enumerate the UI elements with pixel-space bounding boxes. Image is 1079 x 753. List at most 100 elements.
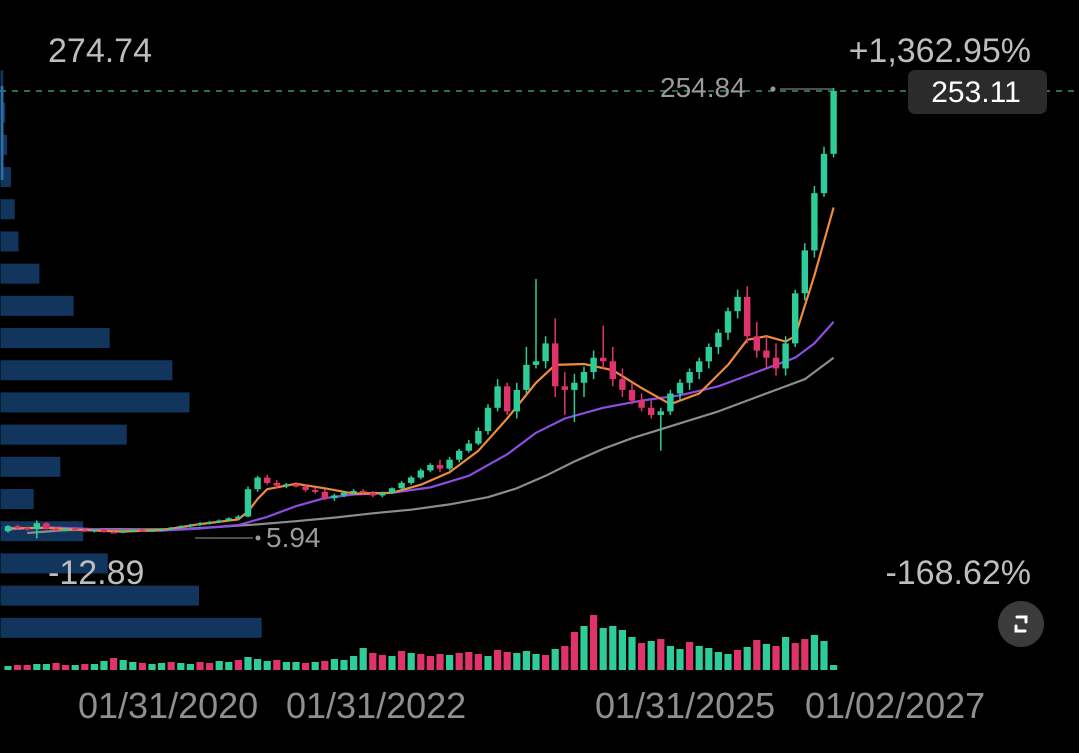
candle-down <box>504 382 511 415</box>
candle-down <box>619 368 626 398</box>
candle-up <box>33 520 40 539</box>
candle-body <box>417 470 424 478</box>
candle-body <box>350 490 357 493</box>
candle-down <box>81 528 88 533</box>
candle-up <box>398 481 405 491</box>
volume-profile-bar <box>0 423 128 446</box>
candle-down <box>763 336 770 369</box>
candle-body <box>580 372 588 383</box>
candle-body <box>552 343 559 387</box>
candle-down <box>43 522 50 530</box>
volume-bar <box>474 654 482 670</box>
volume-bar <box>484 656 492 670</box>
candle-body <box>312 490 319 492</box>
volume-bar <box>446 655 454 670</box>
volume-bar <box>119 660 127 670</box>
volume-bar <box>599 628 607 670</box>
candle-body <box>187 524 194 527</box>
last-price-badge: 253.11 <box>908 70 1047 114</box>
candle-body <box>388 488 396 493</box>
candle-body <box>494 386 501 408</box>
candle-down <box>100 528 108 533</box>
volume-bar <box>52 663 60 670</box>
candle-up <box>676 379 684 401</box>
volume-bar <box>647 641 655 670</box>
candle-up <box>379 491 386 498</box>
candle-body <box>139 530 146 532</box>
candle-body <box>590 357 597 373</box>
volume-bar <box>638 643 646 670</box>
candle-body <box>523 364 530 390</box>
last-price-value: 253.11 <box>931 76 1021 109</box>
volume-bars <box>4 615 838 670</box>
candle-body <box>177 526 184 528</box>
volume-bar <box>503 652 511 670</box>
candle-body <box>427 465 434 471</box>
candle-body <box>532 361 540 365</box>
volume-bar <box>196 662 204 670</box>
volume-bar <box>186 664 194 670</box>
volume-bar <box>311 662 319 670</box>
candle-up <box>571 373 578 423</box>
volume-profile-bar <box>0 327 111 350</box>
candle-body <box>120 531 127 533</box>
candle-body <box>676 382 684 394</box>
candle-body <box>571 382 578 390</box>
candle-body <box>398 482 405 489</box>
candle-body <box>340 492 348 496</box>
expand-button[interactable] <box>998 601 1044 647</box>
candle-up <box>446 456 453 471</box>
candle-up <box>734 289 741 319</box>
volume-bar <box>244 657 252 670</box>
candle-down <box>292 482 300 488</box>
volume-bar <box>666 646 674 670</box>
candle-up <box>350 489 357 495</box>
volume-bar <box>14 665 22 670</box>
candle-up <box>177 525 184 529</box>
candle-up <box>830 87 837 158</box>
candle-body <box>331 495 338 499</box>
candle-body <box>715 332 722 347</box>
candle-down <box>648 400 655 419</box>
candle-body <box>792 293 799 344</box>
candle-body <box>206 522 213 524</box>
candle-body <box>216 520 223 523</box>
volume-bar <box>407 653 415 670</box>
volume-bar <box>590 615 598 670</box>
pct-max-label: +1,362.95% <box>849 32 1031 70</box>
volume-bar <box>23 665 31 670</box>
candle-up <box>465 439 472 453</box>
volume-bar <box>273 660 281 670</box>
candle-body <box>302 486 309 491</box>
candle-up <box>667 389 674 415</box>
candle-down <box>24 526 31 531</box>
volume-bar <box>676 649 684 670</box>
candle-down <box>744 286 751 344</box>
volume-bar <box>292 662 300 670</box>
candle-body <box>667 393 674 412</box>
volume-bar <box>71 665 79 670</box>
candle-body <box>91 529 98 532</box>
candle-body <box>686 372 693 383</box>
candle-body <box>561 386 568 390</box>
price-min-label: -12.89 <box>48 554 144 592</box>
candle-body <box>705 346 712 362</box>
volume-bar <box>513 653 521 670</box>
volume-bar <box>254 659 262 670</box>
candle-down <box>110 530 117 534</box>
volume-bar <box>714 652 722 670</box>
candle-body <box>292 484 300 487</box>
candle-down <box>638 393 645 412</box>
volume-bar <box>561 646 569 670</box>
volume-bar <box>340 660 348 670</box>
volume-bar <box>215 661 223 670</box>
candle-up <box>580 366 588 398</box>
candle-body <box>4 526 12 532</box>
volume-bar <box>801 639 809 670</box>
high-marker-label: 254.84 <box>660 72 746 103</box>
candle-body <box>24 527 31 530</box>
candle-body <box>763 350 770 358</box>
candle-body <box>456 450 463 460</box>
candle-body <box>753 336 760 351</box>
candle-up <box>792 289 799 347</box>
